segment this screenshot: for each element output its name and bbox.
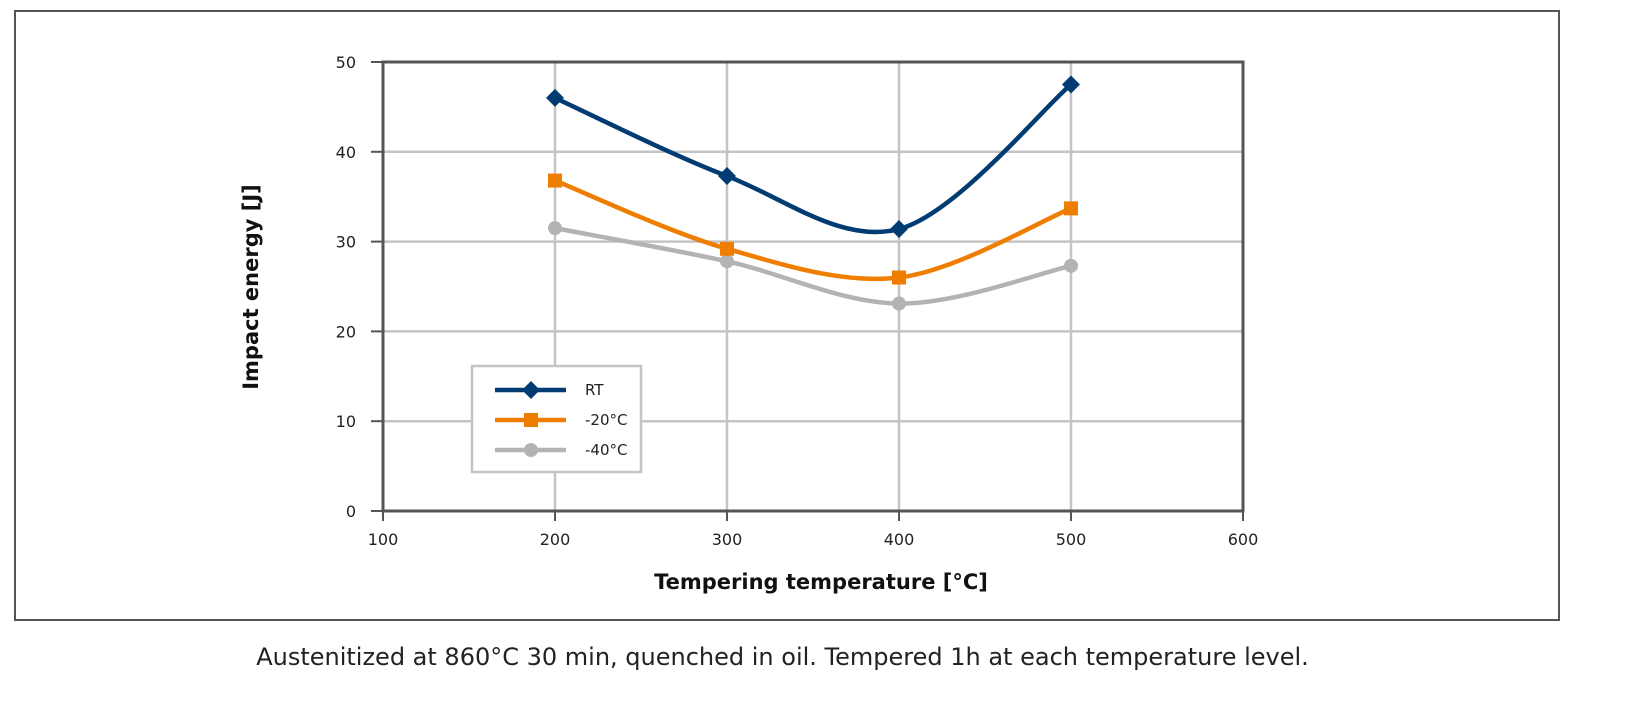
data-point-20c: [720, 241, 734, 256]
legend-marker-rt: [522, 381, 540, 399]
series-line-20c: [552, 178, 1074, 282]
data-point-20c: [892, 270, 906, 285]
series-line-rt: [552, 82, 1074, 235]
y-axis-title: Impact energy [J]: [239, 184, 263, 390]
legend-marker-20c: [524, 413, 538, 427]
data-point-rt: [1062, 75, 1080, 94]
data-point-40c: [548, 221, 562, 236]
y-tick-label: 50: [336, 53, 356, 72]
series: [546, 75, 1080, 311]
x-tick-label: 600: [1228, 530, 1259, 549]
x-tick-label: 300: [712, 530, 743, 549]
x-tick-label: 400: [884, 530, 915, 549]
series-line-40c: [552, 225, 1074, 306]
data-point-rt: [546, 88, 564, 107]
series-40c: [548, 221, 1078, 311]
y-tick-label: 30: [336, 233, 356, 252]
x-tick-label: 100: [368, 530, 399, 549]
y-tick-label: 0: [346, 502, 356, 521]
data-point-40c: [720, 254, 734, 269]
legend-label-40c: -40°C: [585, 441, 627, 459]
legend-label-rt: RT: [585, 381, 604, 399]
data-point-rt: [890, 220, 908, 239]
data-point-20c: [548, 173, 562, 188]
x-tick-label: 200: [540, 530, 571, 549]
data-point-40c: [1064, 258, 1078, 273]
x-axis-title: Tempering temperature [°C]: [654, 570, 988, 594]
y-tick-label: 10: [336, 412, 356, 431]
series-20c: [548, 173, 1078, 285]
legend-label-20c: -20°C: [585, 411, 627, 429]
legend: RT -20°C -40°C: [470, 364, 643, 474]
x-tick-label: 500: [1056, 530, 1087, 549]
y-tick-label: 20: [336, 322, 356, 341]
data-point-20c: [1064, 201, 1078, 216]
chart-frame: [14, 10, 1560, 621]
data-point-40c: [892, 296, 906, 311]
plot-area-border: [381, 60, 1245, 513]
axes: 0 10 20 30 40 50 100 200 300 400 500 600: [336, 53, 1259, 549]
series-rt: [546, 75, 1080, 239]
data-point-rt: [718, 167, 736, 186]
figure-caption: Austenitized at 860°C 30 min, quenched i…: [256, 643, 1309, 671]
y-tick-label: 40: [336, 143, 356, 162]
legend-marker-40c: [524, 443, 538, 457]
